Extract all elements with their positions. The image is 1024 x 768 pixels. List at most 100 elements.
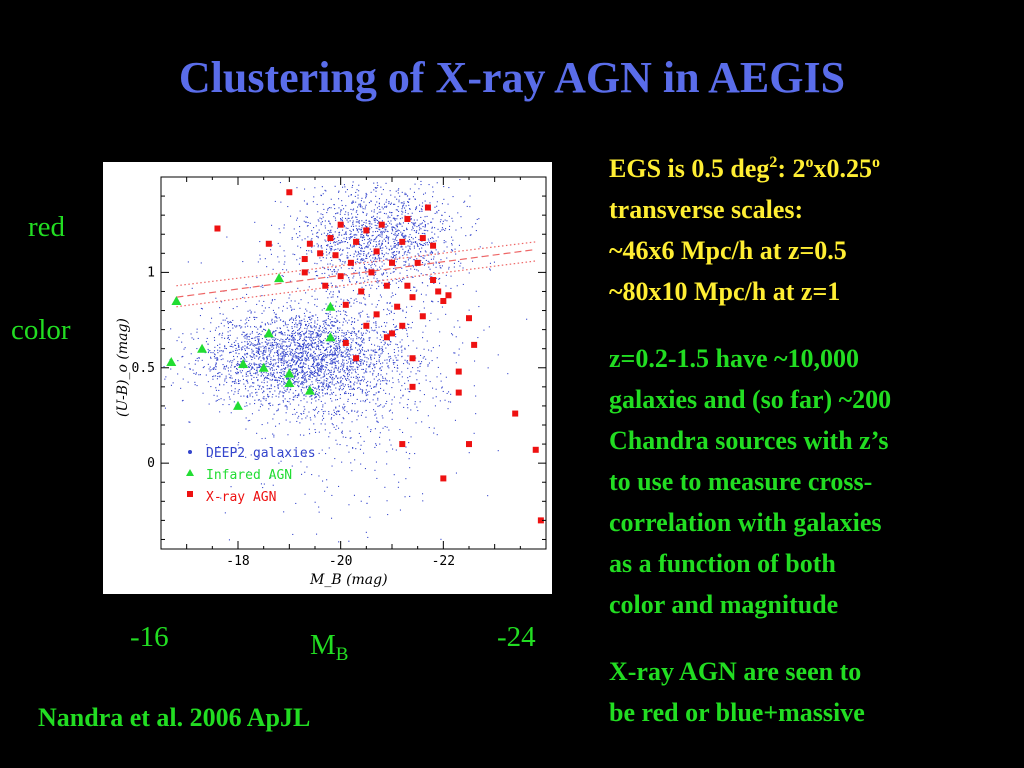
galaxy-point xyxy=(224,378,226,380)
galaxy-point xyxy=(404,348,406,350)
galaxy-point xyxy=(298,302,300,304)
galaxy-point xyxy=(323,384,325,386)
galaxy-point xyxy=(236,362,238,364)
galaxy-point xyxy=(270,388,272,390)
galaxy-point xyxy=(213,356,215,358)
galaxy-point xyxy=(327,386,329,388)
galaxy-point xyxy=(261,305,263,307)
galaxy-point xyxy=(330,327,332,329)
galaxy-point xyxy=(257,328,259,330)
galaxy-point xyxy=(315,275,317,277)
galaxy-point xyxy=(283,345,285,347)
galaxy-point xyxy=(199,374,201,376)
galaxy-point xyxy=(301,239,303,241)
galaxy-point xyxy=(361,341,363,343)
galaxy-point xyxy=(347,242,349,244)
galaxy-point xyxy=(405,446,407,448)
galaxy-point xyxy=(371,284,373,286)
galaxy-point xyxy=(394,218,396,220)
galaxy-point xyxy=(216,378,218,380)
galaxy-point xyxy=(259,326,261,328)
galaxy-point xyxy=(382,377,384,379)
galaxy-point xyxy=(355,225,357,227)
galaxy-point xyxy=(273,344,275,346)
galaxy-point xyxy=(430,312,432,314)
galaxy-point xyxy=(445,285,447,287)
galaxy-point xyxy=(392,257,394,259)
galaxy-point xyxy=(206,444,208,446)
galaxy-point xyxy=(334,244,336,246)
galaxy-point xyxy=(387,237,389,239)
galaxy-point xyxy=(264,323,266,325)
galaxy-point xyxy=(378,198,380,200)
galaxy-point xyxy=(287,337,289,339)
galaxy-point xyxy=(369,354,371,356)
galaxy-point xyxy=(493,261,495,263)
galaxy-point xyxy=(423,219,425,221)
galaxy-point xyxy=(251,378,253,380)
galaxy-point xyxy=(224,512,226,514)
galaxy-point xyxy=(207,343,209,345)
galaxy-point xyxy=(315,408,317,410)
galaxy-point xyxy=(196,385,198,387)
galaxy-point xyxy=(331,331,333,333)
galaxy-point xyxy=(329,319,331,321)
galaxy-point xyxy=(329,353,331,355)
galaxy-point xyxy=(298,315,300,317)
galaxy-point xyxy=(382,330,384,332)
galaxy-point xyxy=(428,349,430,351)
galaxy-point xyxy=(342,369,344,371)
galaxy-point xyxy=(381,325,383,327)
galaxy-point xyxy=(329,359,331,361)
galaxy-point xyxy=(379,234,381,236)
galaxy-point xyxy=(362,212,364,214)
galaxy-point xyxy=(331,246,333,248)
galaxy-point xyxy=(359,352,361,354)
galaxy-point xyxy=(383,322,385,324)
galaxy-point xyxy=(293,228,295,230)
galaxy-point xyxy=(376,245,378,247)
galaxy-point xyxy=(358,204,360,206)
galaxy-point xyxy=(329,222,331,224)
galaxy-point xyxy=(252,350,254,352)
galaxy-point xyxy=(416,269,418,271)
galaxy-point xyxy=(396,218,398,220)
galaxy-point xyxy=(294,371,296,373)
galaxy-point xyxy=(287,345,289,347)
galaxy-point xyxy=(418,239,420,241)
galaxy-point xyxy=(333,249,335,251)
galaxy-point xyxy=(254,339,256,341)
galaxy-point xyxy=(245,372,247,374)
galaxy-point xyxy=(256,277,258,279)
galaxy-point xyxy=(249,370,251,372)
galaxy-point xyxy=(236,371,238,373)
galaxy-point xyxy=(385,403,387,405)
galaxy-point xyxy=(375,265,377,267)
galaxy-point xyxy=(301,370,303,372)
galaxy-point xyxy=(274,320,276,322)
galaxy-point xyxy=(266,385,268,387)
galaxy-point xyxy=(208,403,210,405)
galaxy-point xyxy=(373,182,375,184)
galaxy-point xyxy=(350,437,352,439)
galaxy-point xyxy=(272,363,274,365)
galaxy-point xyxy=(446,392,448,394)
x-axis-label-subscript: B xyxy=(335,644,349,665)
galaxy-point xyxy=(215,297,217,299)
galaxy-point xyxy=(346,315,348,317)
galaxy-point xyxy=(327,354,329,356)
galaxy-point xyxy=(273,375,275,377)
galaxy-point xyxy=(212,376,214,378)
galaxy-point xyxy=(311,355,313,357)
galaxy-point xyxy=(365,389,367,391)
galaxy-point xyxy=(360,250,362,252)
galaxy-point xyxy=(260,326,262,328)
galaxy-point xyxy=(235,344,237,346)
galaxy-point xyxy=(316,344,318,346)
galaxy-point xyxy=(269,347,271,349)
galaxy-point xyxy=(313,366,315,368)
galaxy-point xyxy=(258,357,260,359)
galaxy-point xyxy=(249,316,251,318)
galaxy-point xyxy=(393,363,395,365)
galaxy-point xyxy=(341,364,343,366)
